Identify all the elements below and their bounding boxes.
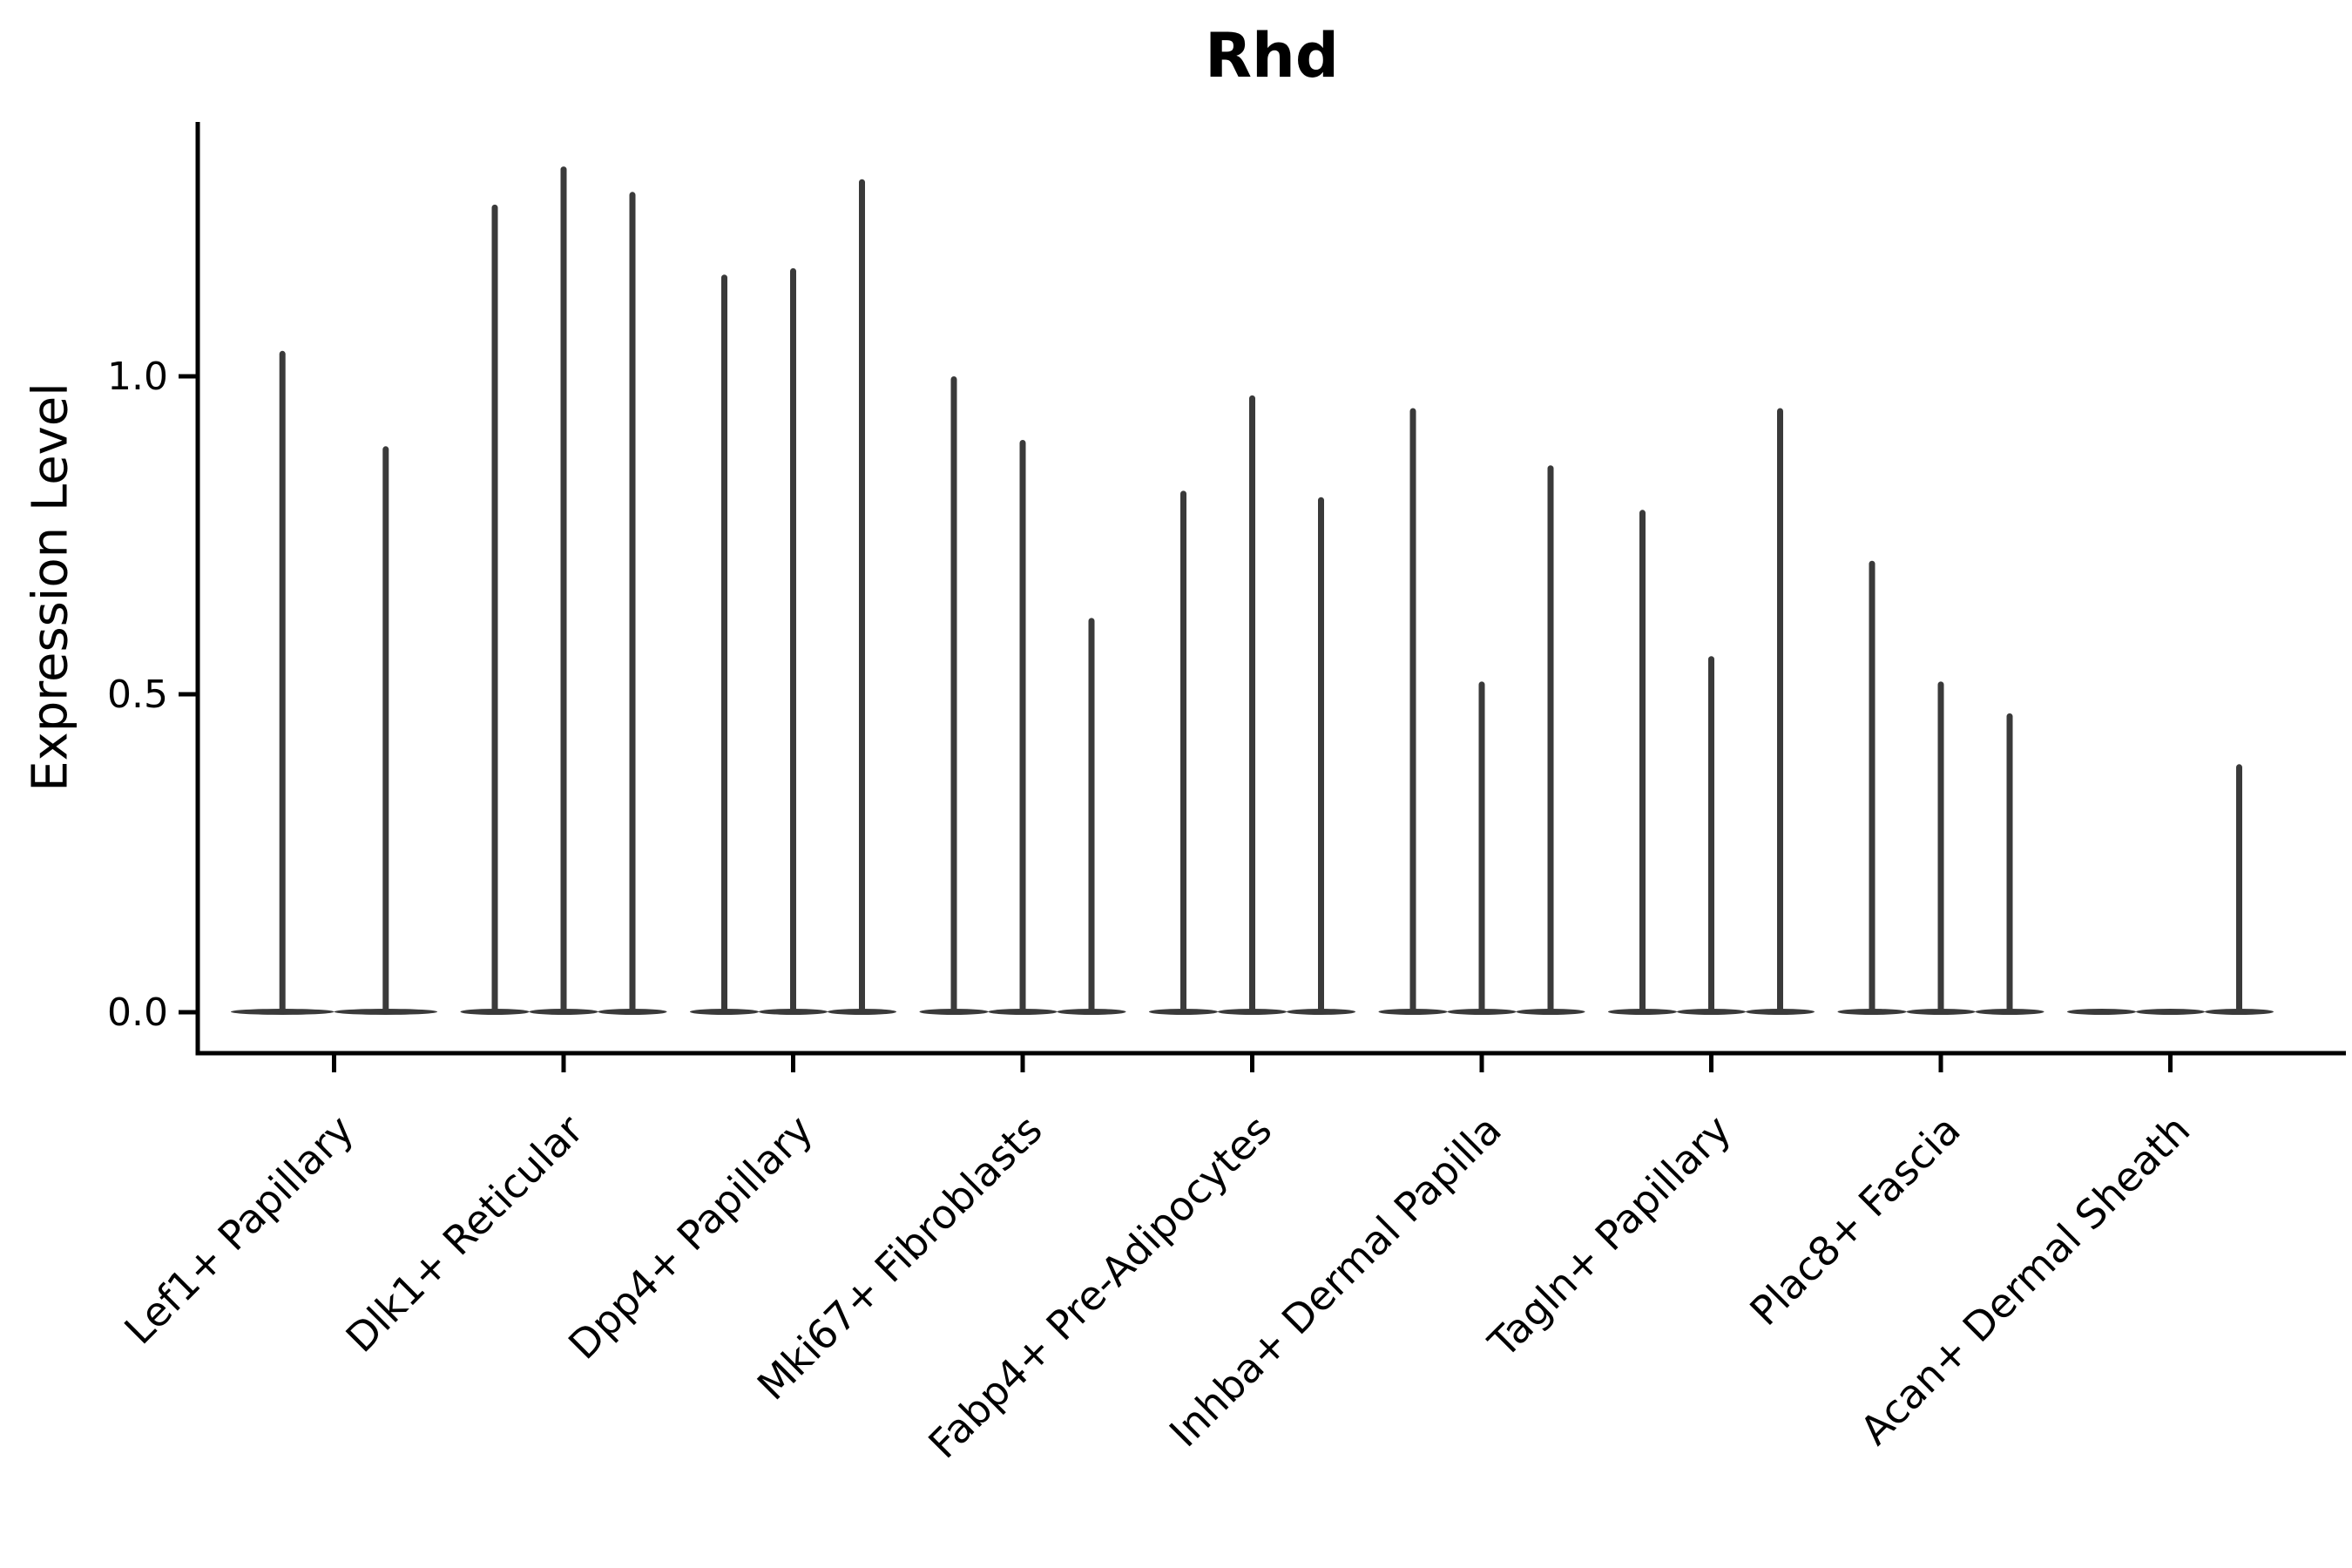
y-tick-label: 1.0: [107, 355, 168, 399]
violin-spike: [1937, 681, 1944, 1014]
violin-spike: [279, 350, 286, 1014]
violin-base: [2136, 1009, 2205, 1015]
x-tick-label: Dlk1+ Reticular: [337, 1106, 592, 1362]
x-tick-label: Plac8+ Fascia: [1740, 1106, 1969, 1335]
violin-spike: [721, 274, 727, 1014]
violin-spike: [382, 446, 389, 1014]
violin-spike: [1249, 395, 1255, 1014]
violin-spike: [2236, 764, 2242, 1014]
violin-spike: [1708, 656, 1714, 1014]
violin-spike: [1777, 408, 1783, 1014]
violin-spike: [1478, 681, 1485, 1014]
violin-spike: [1180, 490, 1186, 1014]
violin-spike: [1869, 560, 1876, 1014]
violin-base: [2067, 1009, 2136, 1015]
x-tick-label: Dpp4+ Papillary: [559, 1106, 821, 1369]
violin-spike: [2006, 713, 2013, 1014]
violin-spike: [491, 204, 498, 1014]
violin-spike: [1409, 408, 1416, 1014]
chart-title: Rhd: [1205, 20, 1339, 91]
violin-spike: [790, 267, 796, 1014]
violin-spike: [629, 192, 636, 1015]
y-tick-label: 0.5: [107, 672, 168, 717]
violin-spike: [950, 376, 957, 1014]
violin-spike: [1547, 465, 1554, 1014]
x-tick-label: Tagln+ Papillary: [1479, 1106, 1740, 1368]
violin-spike: [1088, 618, 1095, 1014]
violin-spike: [1318, 497, 1324, 1014]
violin-spike: [1639, 510, 1646, 1014]
violin-spike: [1019, 440, 1026, 1014]
violin-spike: [560, 166, 567, 1015]
x-tick-label: Lef1+ Papillary: [115, 1106, 362, 1354]
y-tick-label: 0.0: [107, 990, 168, 1035]
violin-spike: [859, 179, 865, 1014]
